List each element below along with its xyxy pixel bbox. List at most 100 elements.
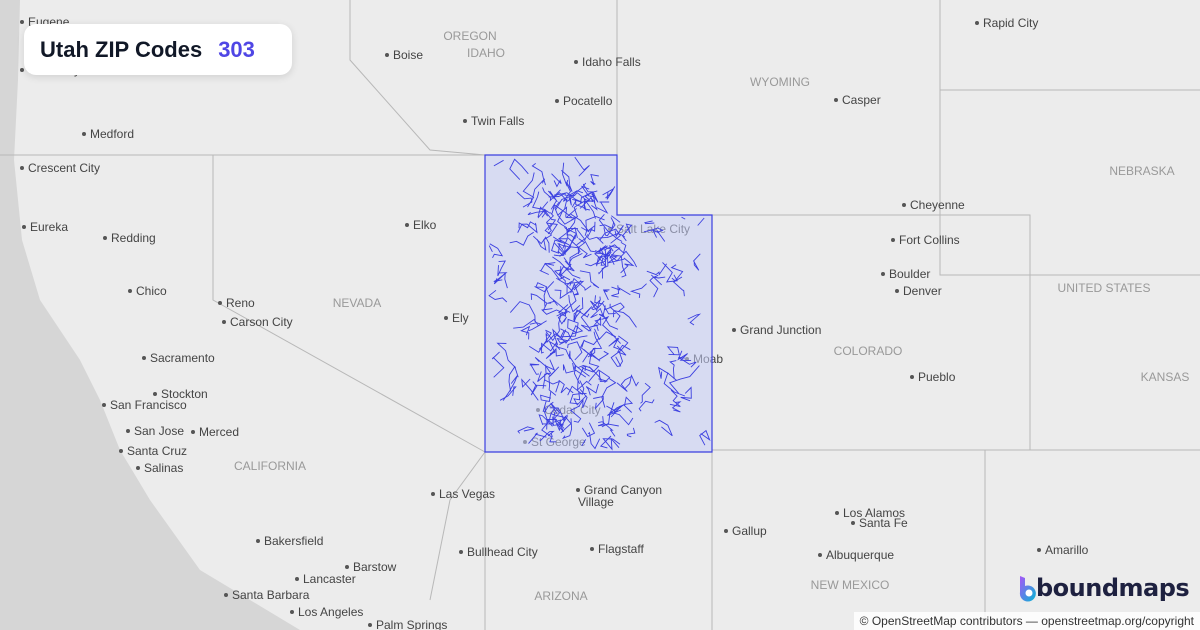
zip-boundary[interactable]: [602, 289, 610, 301]
zip-boundary[interactable]: [558, 379, 574, 394]
zip-boundary[interactable]: [586, 221, 596, 232]
zip-boundary[interactable]: [588, 352, 600, 373]
zip-boundary[interactable]: [599, 435, 612, 449]
zip-boundary[interactable]: [601, 407, 621, 428]
zip-boundary[interactable]: [681, 216, 686, 220]
zip-boundary[interactable]: [670, 264, 684, 282]
zip-boundary[interactable]: [552, 412, 562, 431]
zip-boundary[interactable]: [594, 295, 616, 315]
zip-boundary[interactable]: [589, 324, 599, 332]
zip-boundary[interactable]: [528, 329, 552, 353]
zip-boundary[interactable]: [613, 310, 637, 328]
zip-boundary[interactable]: [678, 356, 697, 368]
zip-boundary[interactable]: [544, 262, 565, 280]
zip-boundary[interactable]: [580, 324, 592, 332]
zip-boundary[interactable]: [671, 401, 682, 413]
zip-boundary[interactable]: [557, 226, 570, 249]
zip-boundary[interactable]: [611, 215, 621, 223]
zip-boundary[interactable]: [585, 383, 599, 396]
zip-boundary[interactable]: [547, 190, 558, 210]
zip-boundary[interactable]: [603, 302, 625, 312]
zip-boundary[interactable]: [581, 365, 594, 373]
zip-boundary[interactable]: [584, 216, 605, 236]
zip-boundary[interactable]: [558, 304, 571, 318]
zip-boundary[interactable]: [590, 296, 601, 312]
boundmaps-logo[interactable]: boundmaps: [1018, 574, 1190, 602]
zip-boundary[interactable]: [629, 283, 647, 298]
zip-boundary[interactable]: [493, 159, 504, 167]
zip-boundary[interactable]: [554, 242, 567, 256]
zip-boundary[interactable]: [570, 282, 579, 296]
zip-boundary[interactable]: [530, 381, 547, 396]
zip-boundary[interactable]: [557, 208, 578, 225]
zip-boundary[interactable]: [598, 421, 616, 437]
zip-boundary[interactable]: [626, 427, 636, 438]
zip-boundary[interactable]: [552, 191, 587, 202]
zip-boundary[interactable]: [516, 191, 533, 208]
zip-boundary[interactable]: [565, 252, 583, 271]
zip-boundary[interactable]: [488, 245, 493, 253]
zip-boundary[interactable]: [497, 260, 506, 277]
zip-boundary[interactable]: [528, 322, 543, 332]
zip-boundary[interactable]: [601, 315, 621, 344]
zip-boundary[interactable]: [502, 375, 518, 401]
zip-boundary[interactable]: [557, 210, 569, 237]
zip-boundary[interactable]: [608, 337, 623, 351]
zip-boundary[interactable]: [546, 212, 554, 235]
zip-boundary[interactable]: [624, 374, 639, 389]
zip-boundary[interactable]: [541, 342, 557, 354]
zip-boundary[interactable]: [522, 172, 535, 208]
zip-boundary[interactable]: [669, 389, 681, 407]
zip-boundary[interactable]: [587, 431, 601, 450]
zip-boundary[interactable]: [491, 351, 505, 378]
zip-boundary[interactable]: [591, 299, 605, 311]
zip-boundary[interactable]: [532, 235, 550, 253]
zip-boundary[interactable]: [544, 222, 558, 235]
zip-boundary[interactable]: [534, 357, 556, 371]
zip-boundary[interactable]: [693, 253, 701, 271]
zip-boundary[interactable]: [517, 222, 538, 234]
zip-boundary[interactable]: [541, 308, 566, 315]
zip-boundary[interactable]: [569, 405, 582, 423]
zip-boundary[interactable]: [548, 192, 576, 198]
zip-boundary[interactable]: [602, 437, 620, 451]
zip-boundary[interactable]: [602, 188, 614, 196]
attribution[interactable]: © OpenStreetMap contributors — openstree…: [853, 612, 1200, 630]
zip-boundary[interactable]: [566, 228, 577, 240]
zip-boundary[interactable]: [663, 372, 686, 397]
zip-boundary[interactable]: [622, 223, 633, 238]
zip-boundary[interactable]: [646, 263, 667, 276]
zip-boundary[interactable]: [581, 422, 596, 438]
zip-boundary[interactable]: [567, 341, 583, 361]
zip-boundary[interactable]: [573, 309, 590, 321]
zip-boundary[interactable]: [658, 366, 669, 379]
zip-boundary[interactable]: [610, 402, 634, 426]
zip-boundary[interactable]: [534, 281, 555, 293]
zip-boundary[interactable]: [532, 191, 549, 210]
zip-boundary[interactable]: [565, 324, 584, 344]
zip-boundary[interactable]: [549, 432, 557, 443]
zip-boundary[interactable]: [593, 316, 602, 327]
zip-boundary[interactable]: [595, 245, 612, 258]
zip-boundary[interactable]: [557, 311, 568, 325]
zip-boundary[interactable]: [608, 245, 621, 259]
zip-boundary[interactable]: [699, 429, 711, 446]
zip-boundary[interactable]: [517, 426, 535, 434]
zip-boundary[interactable]: [537, 206, 549, 219]
zip-boundary[interactable]: [669, 360, 677, 380]
zip-boundary[interactable]: [562, 182, 572, 210]
zip-boundary[interactable]: [568, 294, 581, 313]
zip-boundary[interactable]: [535, 282, 548, 307]
zip-boundary[interactable]: [488, 289, 508, 303]
zip-boundary[interactable]: [610, 351, 622, 367]
zip-boundary[interactable]: [654, 419, 673, 437]
zip-boundary[interactable]: [584, 234, 596, 253]
zip-boundary[interactable]: [499, 386, 517, 401]
zip-boundary[interactable]: [599, 228, 621, 244]
zip-boundary[interactable]: [489, 243, 504, 259]
zip-boundary[interactable]: [552, 415, 568, 426]
zip-boundary[interactable]: [587, 347, 601, 362]
zip-boundary[interactable]: [680, 386, 692, 402]
zip-boundary[interactable]: [496, 342, 517, 369]
